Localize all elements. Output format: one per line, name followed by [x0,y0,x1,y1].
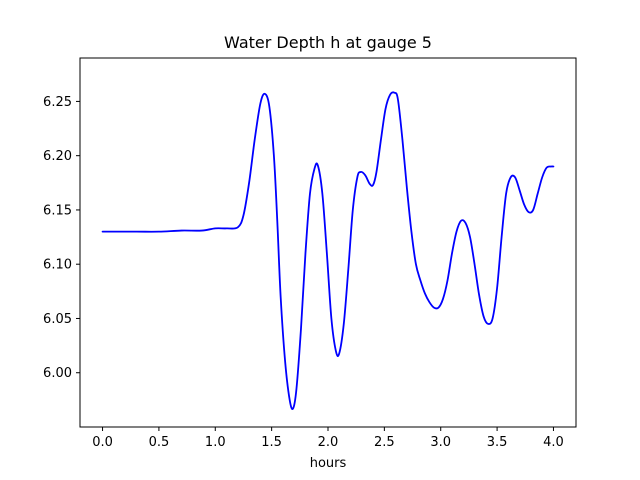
x-tick-label: 0.0 [92,435,113,450]
x-tick-label: 0.5 [149,435,170,450]
y-tick-label: 6.15 [43,203,72,218]
x-tick-label: 4.0 [543,435,564,450]
x-tick-label: 1.0 [205,435,226,450]
x-axis: 0.0 0.5 1.0 1.5 2.0 2.5 3.0 3.5 4.0 [92,427,564,450]
chart-title: Water Depth h at gauge 5 [224,33,432,52]
series-line-0 [101,91,555,410]
axes-frame [79,57,577,428]
x-tick-label: 2.0 [318,435,339,450]
y-axis: 6.00 6.05 6.10 6.15 6.20 6.25 [43,95,80,381]
y-tick-label: 6.10 [43,258,72,273]
y-tick-label: 6.05 [43,312,72,327]
y-tick-label: 6.25 [43,95,72,110]
x-axis-label: hours [310,456,347,471]
y-tick-label: 6.00 [43,366,72,381]
x-tick-label: 3.0 [430,435,451,450]
x-tick-label: 2.5 [374,435,395,450]
plot-area [101,91,555,410]
x-tick-label: 3.5 [487,435,508,450]
x-tick-label: 1.5 [261,435,282,450]
y-tick-label: 6.20 [43,149,72,164]
